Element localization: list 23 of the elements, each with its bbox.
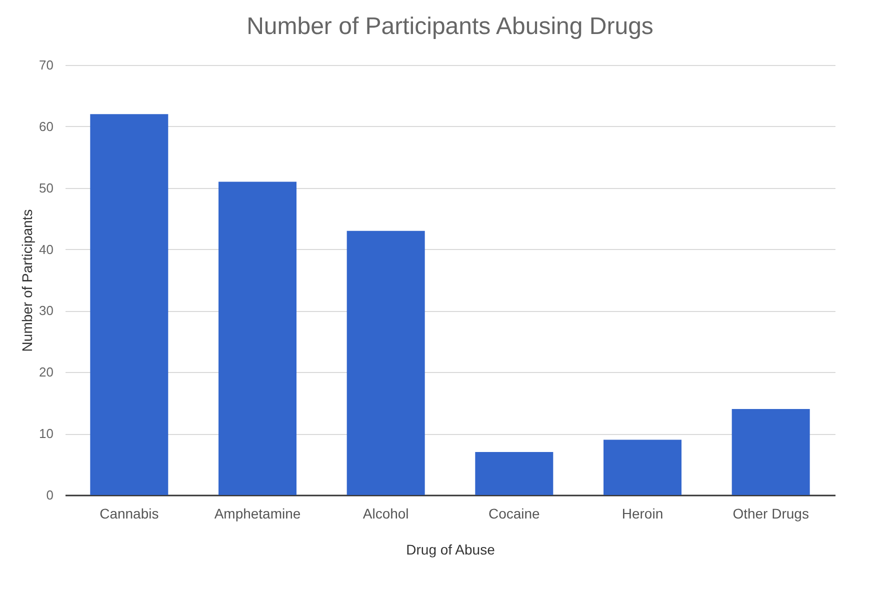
bar [90,114,168,495]
x-tick-label: Alcohol [362,506,409,522]
bar [604,440,682,495]
bar [475,452,554,495]
x-tick-label: Other Drugs [732,506,809,522]
y-tick-label: 20 [39,364,54,380]
y-tick-label: 0 [46,488,54,502]
y-tick-label: 50 [39,180,54,196]
bar [346,230,425,495]
x-tick-label: Cocaine [488,506,540,522]
y-tick-label: 40 [39,242,54,257]
x-tick-label: Heroin [622,506,664,522]
y-tick-label: 70 [39,58,54,72]
y-tick-label: 60 [39,118,54,134]
chart-title: Number of Participants Abusing Drugs [246,13,654,40]
x-axis-title: Drug of Abuse [406,542,496,558]
y-tick-label: 10 [39,426,54,442]
x-tick-label: Cannabis [100,506,159,522]
y-axis-title: Number of Participants [19,209,36,352]
y-tick-label: 30 [39,303,54,318]
bar [732,409,810,495]
x-tick-label: Amphetamine [214,506,301,522]
bar [218,182,296,495]
